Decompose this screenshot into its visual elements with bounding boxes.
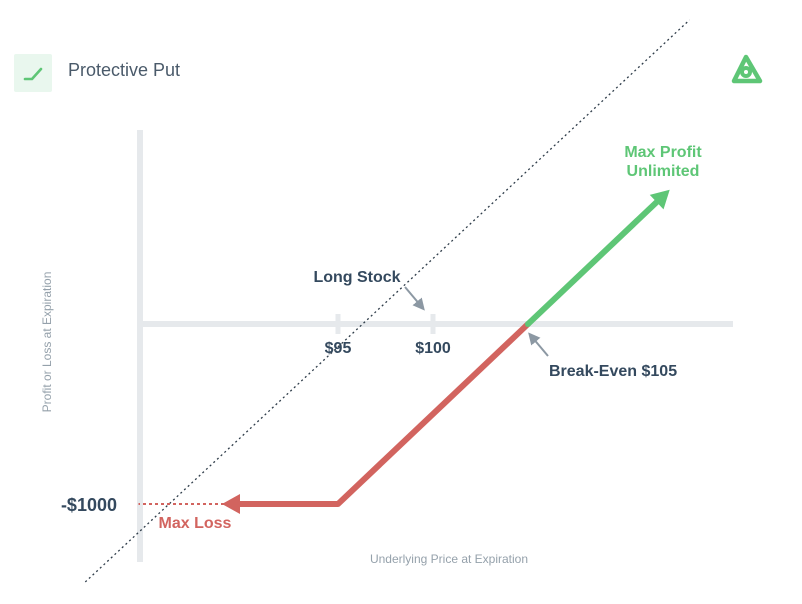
max-profit-label: Max Profit <box>624 144 702 161</box>
y-tick-label-minus-1000: -$1000 <box>61 495 117 515</box>
brand-logo-icon <box>726 52 766 88</box>
trend-up-icon <box>14 54 52 92</box>
max-loss-arrowhead <box>222 494 240 514</box>
payoff-loss-line <box>335 321 531 507</box>
page-title: Protective Put <box>68 60 181 80</box>
long-stock-label: Long Stock <box>313 269 400 286</box>
payoff-profit-line <box>525 195 664 327</box>
break-even-pointer-arrow <box>528 332 549 357</box>
max-profit-arrowhead <box>649 189 670 210</box>
x-tick-label-100: $100 <box>415 340 451 357</box>
max-profit-sublabel: Unlimited <box>627 163 700 180</box>
long-stock-pointer-arrow <box>404 286 425 311</box>
break-even-label: Break-Even $105 <box>549 363 677 380</box>
x-axis-label: Underlying Price at Expiration <box>370 552 528 566</box>
x-tick-label-95: $95 <box>325 340 352 357</box>
max-loss-label: Max Loss <box>159 515 232 532</box>
long-stock-series-line <box>84 19 690 583</box>
y-axis-label: Profit or Loss at Expiration <box>40 272 54 413</box>
